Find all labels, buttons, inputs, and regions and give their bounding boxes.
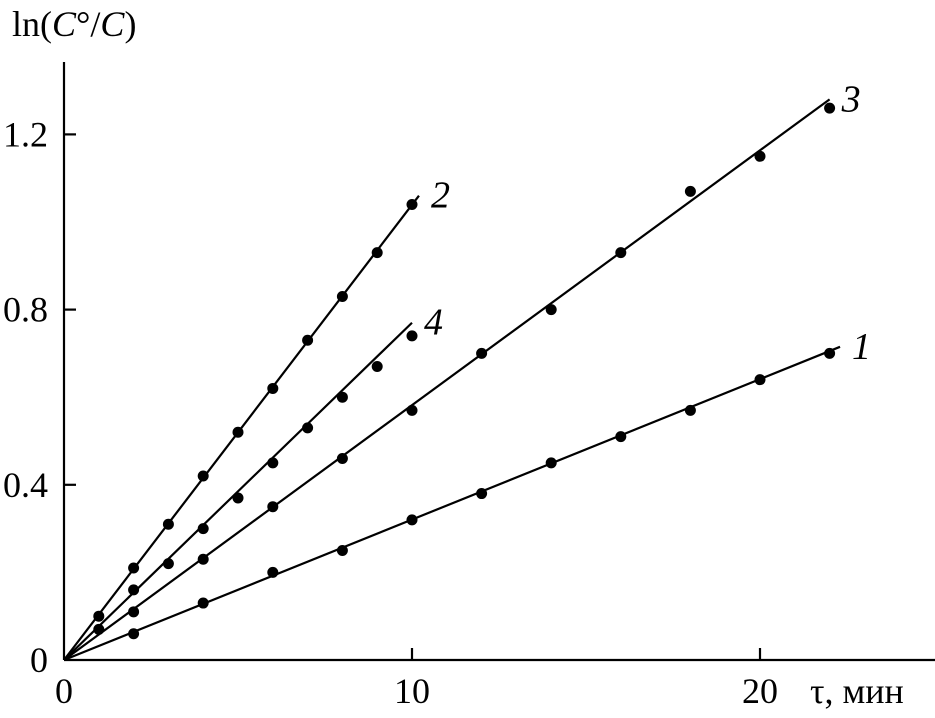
data-point-3 xyxy=(267,501,279,513)
data-point-4 xyxy=(336,391,348,403)
data-point-3 xyxy=(476,347,488,359)
data-point-2 xyxy=(336,290,348,302)
series-label-3: 3 xyxy=(841,78,861,120)
series-label-4: 4 xyxy=(424,302,443,344)
data-points xyxy=(93,102,836,640)
data-point-2 xyxy=(232,426,244,438)
x-tick-label: 0 xyxy=(55,671,73,711)
data-point-3 xyxy=(197,553,209,565)
x-axis-label: τ, мин xyxy=(810,671,904,711)
fit-lines xyxy=(63,98,841,662)
data-point-1 xyxy=(754,374,766,386)
ylabel-den: C xyxy=(100,4,125,44)
data-point-3 xyxy=(684,185,696,197)
data-point-4 xyxy=(93,623,105,635)
y-tick-label: 0.8 xyxy=(3,290,48,330)
data-point-2 xyxy=(371,247,383,259)
data-point-1 xyxy=(615,431,627,443)
data-point-1 xyxy=(545,457,557,469)
data-point-4 xyxy=(232,492,244,504)
fit-line-2 xyxy=(63,195,420,661)
y-axis-label: ln(C°/C) xyxy=(12,4,136,44)
ylabel-suffix: ) xyxy=(124,4,136,44)
y-tick-label: 0.4 xyxy=(3,465,48,505)
data-point-1 xyxy=(267,566,279,578)
data-point-4 xyxy=(162,558,174,570)
data-point-4 xyxy=(302,422,314,434)
axis-ticks xyxy=(64,133,762,660)
tick-labels: 0 10 20 0 0.4 0.8 1.2 xyxy=(3,114,778,711)
series-label-2: 2 xyxy=(431,175,450,217)
x-tick-label: 10 xyxy=(394,671,430,711)
data-point-1 xyxy=(197,597,209,609)
data-point-2 xyxy=(267,382,279,394)
fit-line-4 xyxy=(63,321,413,661)
data-point-4 xyxy=(128,584,140,596)
x-tick-label: 20 xyxy=(742,671,778,711)
data-point-1 xyxy=(128,628,140,640)
series-label-1: 1 xyxy=(852,326,871,368)
data-point-1 xyxy=(476,488,488,500)
data-point-3 xyxy=(406,404,418,416)
data-point-2 xyxy=(197,470,209,482)
data-point-1 xyxy=(406,514,418,526)
data-point-2 xyxy=(162,518,174,530)
data-point-2 xyxy=(302,334,314,346)
ylabel-prefix: ln( xyxy=(12,4,52,44)
data-point-3 xyxy=(128,606,140,618)
data-point-4 xyxy=(406,330,418,342)
ylabel-mid: °/ xyxy=(76,4,100,44)
data-point-2 xyxy=(406,198,418,210)
data-point-3 xyxy=(824,102,836,114)
data-point-1 xyxy=(824,347,836,359)
data-point-2 xyxy=(128,562,140,574)
data-point-4 xyxy=(371,361,383,373)
data-point-4 xyxy=(267,457,279,469)
data-point-3 xyxy=(754,150,766,162)
series-labels: 1 2 3 4 xyxy=(424,78,871,367)
fit-line-1 xyxy=(63,345,841,662)
data-point-3 xyxy=(545,304,557,316)
y-tick-label: 0 xyxy=(30,640,48,680)
data-point-1 xyxy=(684,404,696,416)
ylabel-num: C xyxy=(52,4,77,44)
data-point-3 xyxy=(615,247,627,259)
data-point-2 xyxy=(93,610,105,622)
data-point-4 xyxy=(197,523,209,535)
y-tick-label: 1.2 xyxy=(3,114,48,154)
fit-line-3 xyxy=(63,98,831,661)
data-point-1 xyxy=(336,545,348,556)
data-point-3 xyxy=(336,453,348,465)
